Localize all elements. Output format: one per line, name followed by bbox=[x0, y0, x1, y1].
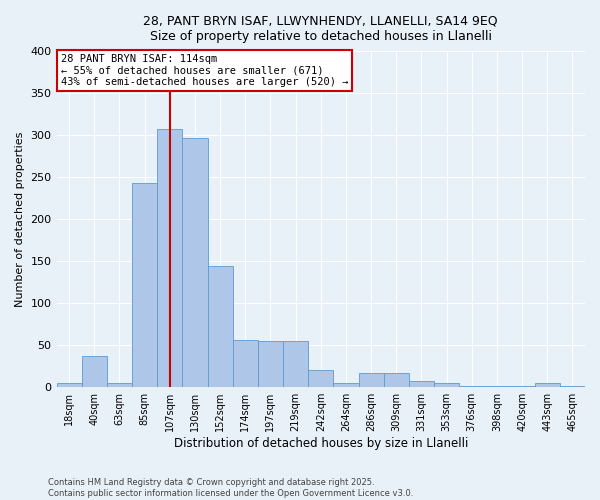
Bar bbox=[484, 386, 509, 387]
Text: Contains HM Land Registry data © Crown copyright and database right 2025.
Contai: Contains HM Land Registry data © Crown c… bbox=[48, 478, 413, 498]
Bar bbox=[409, 382, 434, 387]
Bar bbox=[132, 183, 157, 387]
Bar bbox=[82, 356, 107, 387]
Bar bbox=[157, 130, 182, 387]
Bar bbox=[182, 138, 208, 387]
Bar bbox=[560, 386, 585, 387]
Bar bbox=[208, 266, 233, 387]
Bar bbox=[107, 383, 132, 387]
Bar bbox=[434, 383, 459, 387]
Text: 28 PANT BRYN ISAF: 114sqm
← 55% of detached houses are smaller (671)
43% of semi: 28 PANT BRYN ISAF: 114sqm ← 55% of detac… bbox=[61, 54, 348, 87]
Bar bbox=[459, 386, 484, 387]
Bar bbox=[535, 383, 560, 387]
Bar bbox=[308, 370, 334, 387]
Bar bbox=[233, 340, 258, 387]
Y-axis label: Number of detached properties: Number of detached properties bbox=[15, 132, 25, 307]
Title: 28, PANT BRYN ISAF, LLWYNHENDY, LLANELLI, SA14 9EQ
Size of property relative to : 28, PANT BRYN ISAF, LLWYNHENDY, LLANELLI… bbox=[143, 15, 498, 43]
Bar bbox=[258, 341, 283, 387]
Bar bbox=[283, 341, 308, 387]
X-axis label: Distribution of detached houses by size in Llanelli: Distribution of detached houses by size … bbox=[173, 437, 468, 450]
Bar bbox=[56, 383, 82, 387]
Bar bbox=[334, 383, 359, 387]
Bar bbox=[383, 373, 409, 387]
Bar bbox=[359, 373, 383, 387]
Bar bbox=[509, 386, 535, 387]
